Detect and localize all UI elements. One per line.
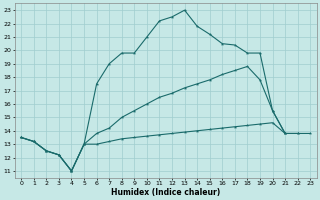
X-axis label: Humidex (Indice chaleur): Humidex (Indice chaleur) xyxy=(111,188,220,197)
